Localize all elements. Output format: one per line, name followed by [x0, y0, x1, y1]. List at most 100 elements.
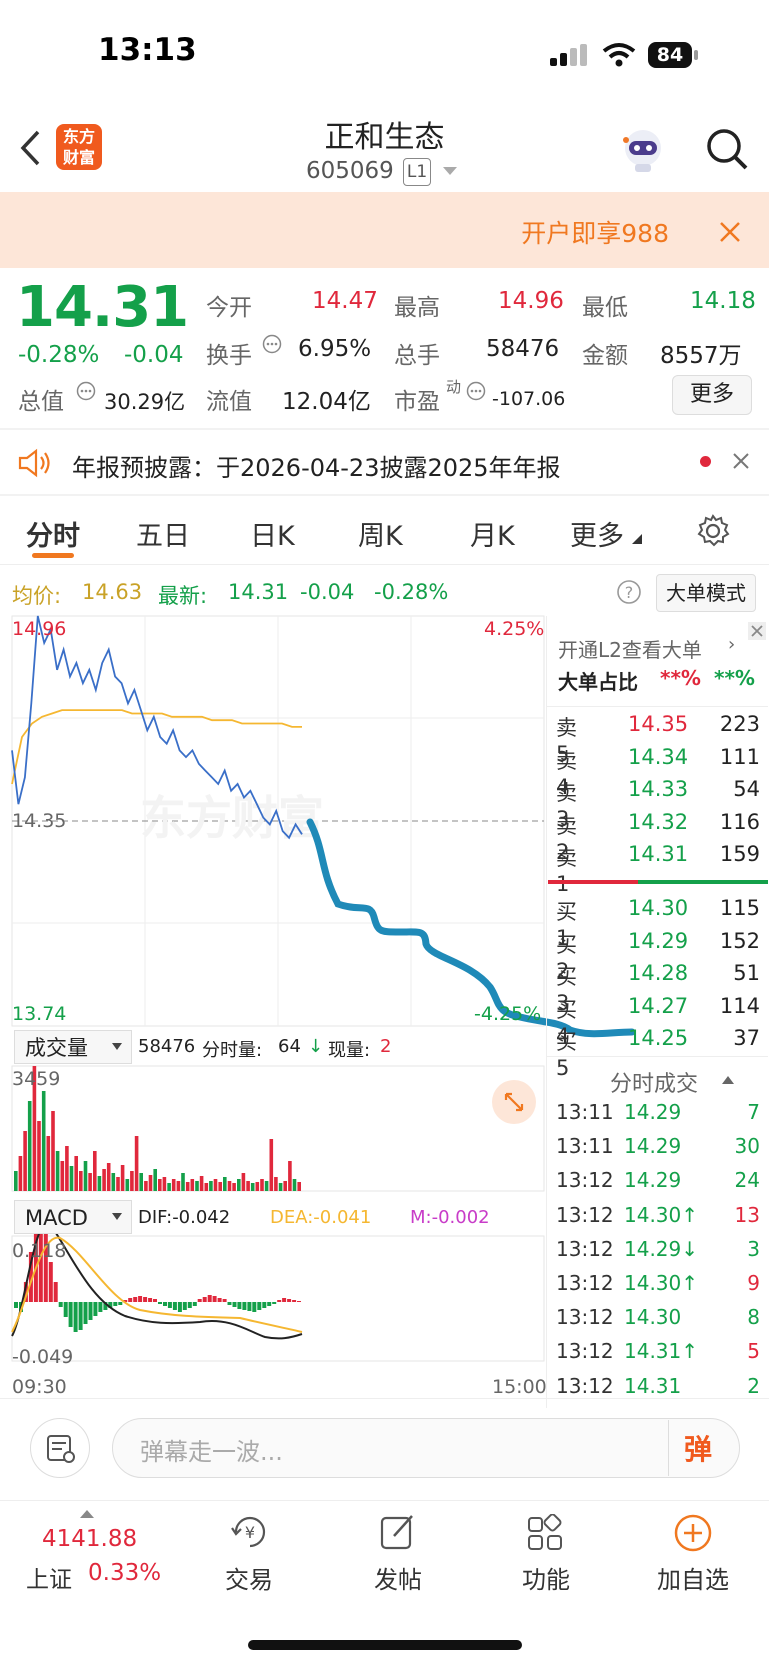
index-name: 上证: [26, 1567, 72, 1593]
time-sales-label[interactable]: 分时成交: [610, 1072, 699, 1097]
open-value: 14.47: [312, 288, 378, 314]
volume-bar: [83, 1161, 88, 1191]
expand-icon: [504, 1092, 524, 1112]
trade-price: 14.29: [624, 1100, 682, 1124]
volume-bar: [241, 1173, 246, 1191]
macd-bar: [138, 1296, 143, 1302]
back-icon[interactable]: [18, 128, 42, 168]
turnover-label: 换手: [206, 343, 252, 369]
buy-level-label: 买4: [556, 997, 577, 1048]
trade-price: 14.31↑: [624, 1339, 699, 1364]
volume-bar: [269, 1139, 274, 1191]
tab-daily-k[interactable]: 日K: [250, 521, 295, 552]
danmu-send-button[interactable]: 弹: [684, 1433, 713, 1466]
sell-level-label: 卖4: [556, 748, 577, 799]
open-label: 今开: [206, 295, 252, 321]
macd-bar: [98, 1302, 103, 1312]
volume-bar: [223, 1177, 227, 1191]
high-value: 14.96: [498, 288, 564, 314]
buy-level-volume: 37: [733, 1026, 760, 1050]
volume-bar: [181, 1173, 185, 1191]
volume-bar: [55, 1151, 60, 1191]
info-icon[interactable]: [262, 334, 282, 354]
more-button[interactable]: 更多: [672, 375, 752, 415]
close-icon[interactable]: [732, 452, 750, 470]
promo-text: 开户即享988: [521, 219, 669, 248]
tab-more[interactable]: 更多: [570, 521, 624, 552]
trade-price: 14.30↑: [624, 1271, 699, 1295]
nav-post[interactable]: 发帖: [374, 1566, 422, 1594]
volume-bar: [111, 1173, 116, 1191]
divider: [0, 428, 769, 430]
trade-time: 13:12: [556, 1202, 614, 1227]
close-icon[interactable]: [718, 220, 742, 244]
macd-bar: [167, 1302, 172, 1308]
big-order-mode-button[interactable]: 大单模式: [656, 574, 756, 612]
volume-bar: [232, 1183, 236, 1191]
dea-line: [11, 1236, 303, 1333]
float-label: 流值: [206, 389, 252, 415]
macd-indicator-select[interactable]: MACD: [14, 1200, 132, 1234]
trade-volume: 30: [734, 1134, 760, 1159]
expand-button[interactable]: [492, 1080, 536, 1124]
pe-sup: 动: [446, 378, 462, 396]
amount-value: 8557万: [660, 343, 742, 369]
interval-volume-label: 分时量:: [202, 1040, 263, 1061]
tab-fenshi[interactable]: 分时: [26, 521, 80, 552]
macd-bar: [28, 1252, 33, 1302]
search-icon[interactable]: [705, 127, 749, 171]
nav-trade[interactable]: 交易: [225, 1566, 273, 1594]
macd-bar: [88, 1302, 93, 1320]
buy-level-price: 14.30: [628, 896, 689, 920]
volume-bar: [204, 1183, 209, 1191]
tab-5day[interactable]: 五日: [136, 521, 190, 552]
speaker-icon: [18, 448, 50, 478]
mktcap-label: 总值: [18, 389, 64, 415]
stock-name: 正和生态: [324, 120, 445, 155]
caret-up-icon: [80, 1510, 94, 1518]
annual-report-notice[interactable]: 年报预披露：于2026-04-23披露2025年年报: [72, 454, 561, 482]
tab-weekly-k[interactable]: 周K: [358, 521, 403, 552]
volume-bar: [190, 1179, 195, 1191]
big-order-ratio-sell: **%: [714, 666, 755, 690]
macd-bar: [43, 1232, 48, 1302]
comment-list-button[interactable]: [30, 1418, 90, 1478]
nav-functions[interactable]: 功能: [522, 1566, 570, 1594]
macd-bar: [287, 1299, 292, 1302]
macd-bar: [63, 1302, 68, 1317]
l2-promo-link[interactable]: 开通L2查看大单: [558, 638, 702, 662]
danmu-placeholder: 弹幕走一波...: [140, 1438, 283, 1466]
intraday-chart[interactable]: 东方财富: [0, 612, 769, 1412]
avg-label: 均价:: [12, 584, 62, 608]
account-promo-banner[interactable]: [0, 192, 769, 268]
danmu-input[interactable]: [112, 1418, 740, 1478]
volume-bar: [51, 1111, 55, 1191]
trade-icon: ¥: [231, 1516, 266, 1548]
volume-bar: [144, 1181, 148, 1191]
battery-icon: 84: [648, 42, 692, 68]
tab-monthly-k[interactable]: 月K: [470, 521, 515, 552]
buy-level-price: 14.25: [628, 1026, 689, 1050]
macd-bar: [103, 1302, 108, 1310]
y-bottom-label: 13.74: [12, 1003, 67, 1025]
clock: 13:13: [98, 32, 197, 68]
robot-assistant-icon[interactable]: [618, 126, 668, 176]
trade-time: 13:12: [556, 1271, 614, 1295]
info-icon[interactable]: [466, 381, 486, 401]
buy-level-price: 14.28: [628, 961, 689, 985]
volume-bar: [158, 1179, 162, 1191]
close-icon[interactable]: [748, 622, 766, 640]
info-icon[interactable]: [76, 381, 96, 401]
index-value[interactable]: 4141.88: [42, 1526, 138, 1552]
pct-top-label: 4.25%: [484, 618, 545, 640]
last-label: 最新:: [158, 584, 208, 608]
trade-price: 14.29: [624, 1134, 682, 1159]
nav-add-watchlist[interactable]: 加自选: [657, 1566, 729, 1594]
volume-indicator-select[interactable]: 成交量: [14, 1030, 132, 1064]
trade-volume: 24: [734, 1168, 760, 1193]
volume-bar: [153, 1169, 157, 1191]
level-badge[interactable]: L1: [403, 158, 431, 186]
dropdown-icon[interactable]: [442, 166, 458, 176]
help-icon[interactable]: ?: [616, 579, 642, 605]
settings-gear-icon[interactable]: [696, 514, 730, 548]
